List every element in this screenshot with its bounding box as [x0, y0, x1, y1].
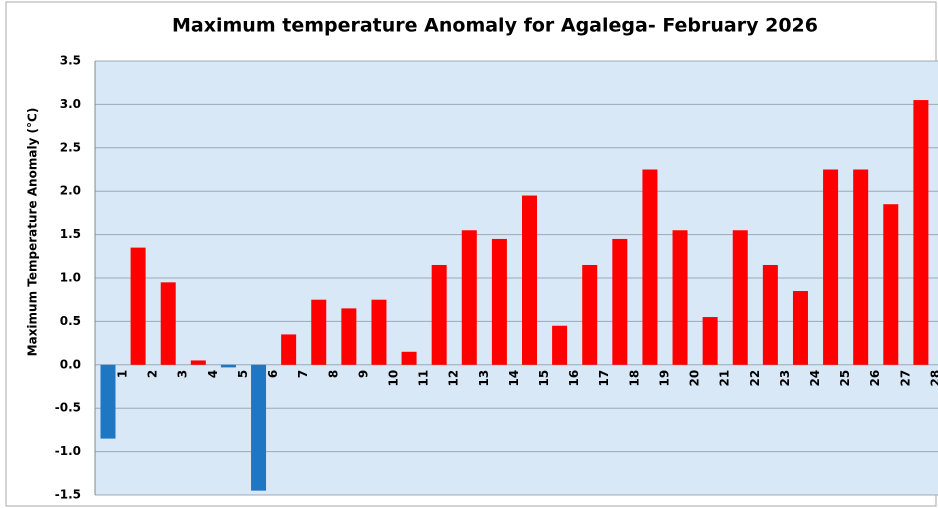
- bar: [552, 325, 568, 365]
- x-tick-label: 28: [928, 370, 938, 387]
- y-tick-label: 2.5: [60, 140, 81, 154]
- y-tick-label: -1.5: [55, 488, 81, 502]
- bar: [281, 334, 297, 365]
- x-tick-label: 17: [597, 370, 611, 387]
- bar: [461, 230, 477, 365]
- x-tick-label: 12: [447, 370, 461, 387]
- bar: [702, 317, 718, 365]
- chart-title: Maximum temperature Anomaly for Agalega-…: [172, 15, 818, 37]
- x-tick-label: 26: [868, 370, 882, 387]
- y-tick-label: 0.0: [60, 357, 81, 371]
- x-tick-label: 23: [778, 370, 792, 387]
- bar: [913, 100, 929, 365]
- y-tick-label: 1.0: [60, 271, 81, 285]
- y-tick-label: 0.5: [60, 314, 81, 328]
- bar: [311, 299, 327, 365]
- x-tick-label: 3: [176, 370, 190, 378]
- bar: [251, 364, 267, 491]
- x-tick-label: 25: [838, 370, 852, 387]
- x-tick-label: 2: [146, 370, 160, 378]
- bar: [522, 195, 537, 365]
- bar: [823, 169, 839, 365]
- x-tick-label: 13: [477, 370, 491, 387]
- bar: [642, 169, 658, 365]
- bar: [401, 351, 417, 365]
- x-tick-label: 7: [296, 370, 310, 378]
- bar: [100, 364, 116, 439]
- x-tick-label: 5: [236, 370, 250, 378]
- y-tick-label: 1.5: [60, 227, 81, 241]
- bar: [883, 204, 899, 365]
- x-tick-label: 14: [507, 370, 521, 387]
- y-tick-label: -1.0: [55, 444, 81, 458]
- bar: [732, 230, 748, 365]
- y-tick-label: 3.0: [60, 97, 81, 111]
- bar: [612, 238, 628, 365]
- bar: [220, 364, 236, 368]
- bar: [341, 308, 357, 365]
- x-tick-label: 16: [567, 370, 581, 387]
- x-tick-label: 15: [537, 370, 551, 387]
- x-tick-label: 24: [808, 370, 822, 387]
- y-axis-label: Maximum Temperature Anomaly (°C): [26, 108, 40, 357]
- x-tick-label: 22: [748, 370, 762, 387]
- bar: [190, 360, 206, 365]
- bar: [582, 264, 598, 365]
- x-tick-label: 8: [326, 370, 340, 378]
- x-tick-label: 18: [627, 370, 641, 387]
- bar: [160, 282, 176, 365]
- x-tick-label: 20: [688, 370, 702, 387]
- y-tick-label: 2.0: [60, 184, 81, 198]
- bar: [762, 264, 778, 365]
- y-tick-label: 3.5: [60, 54, 81, 68]
- x-tick-label: 11: [417, 370, 431, 387]
- x-tick-label: 21: [718, 370, 732, 387]
- bar: [431, 264, 447, 365]
- bar: [371, 299, 387, 365]
- x-tick-label: 9: [356, 370, 370, 378]
- bar: [792, 291, 808, 365]
- bar: [130, 247, 146, 365]
- x-tick-label: 10: [386, 370, 400, 387]
- bar: [491, 238, 507, 365]
- bar: [853, 169, 869, 365]
- x-tick-label: 1: [116, 370, 130, 378]
- x-tick-label: 6: [266, 370, 280, 378]
- bar: [672, 230, 688, 365]
- x-tick-label: 4: [206, 370, 220, 378]
- x-tick-label: 19: [657, 370, 671, 387]
- x-tick-label: 27: [898, 370, 912, 387]
- y-tick-label: -0.5: [55, 401, 81, 415]
